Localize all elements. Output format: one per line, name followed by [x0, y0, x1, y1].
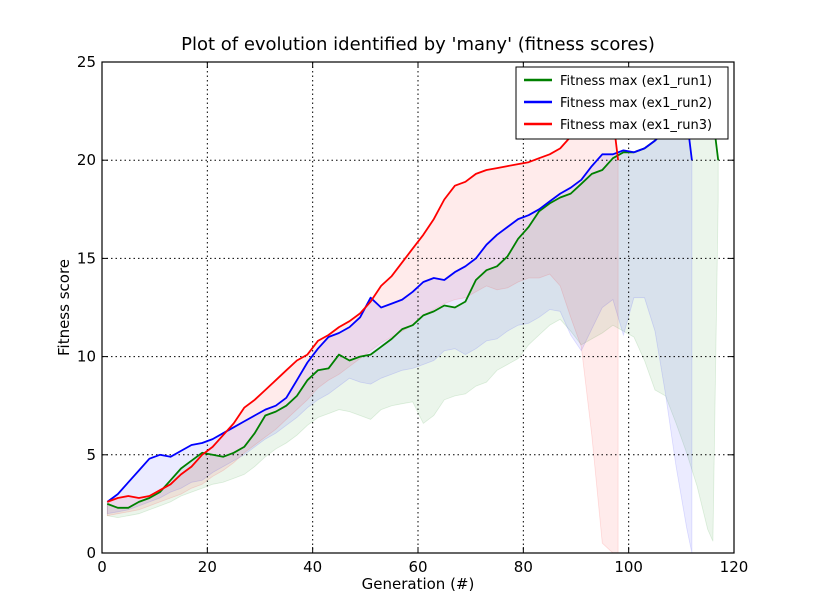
series-lines [106, 112, 720, 509]
y-tick-label: 20 [77, 151, 96, 169]
x-tick-label: 0 [97, 558, 107, 576]
line-series-1 [106, 114, 720, 509]
y-tick-label: 5 [86, 446, 96, 464]
legend-label-2: Fitness max (ex1_run2) [560, 96, 712, 111]
y-tick-label: 0 [86, 544, 96, 562]
chart-title: Plot of evolution identified by 'many' (… [181, 34, 655, 55]
legend: Fitness max (ex1_run1) Fitness max (ex1_r… [515, 66, 729, 140]
x-tick-label: 80 [514, 558, 533, 576]
y-axis-label: Fitness score [55, 259, 73, 356]
grid-lines [102, 62, 734, 553]
x-tick-label: 100 [614, 558, 643, 576]
axis-ticks: 0 20 40 60 80 100 120 0 5 10 15 20 25 [77, 53, 748, 576]
x-tick-label: 40 [303, 558, 322, 576]
confidence-bands [106, 112, 719, 553]
y-tick-label: 25 [77, 53, 96, 71]
x-axis-label: Generation (#) [362, 575, 475, 593]
line-series-2 [106, 116, 693, 503]
legend-label-3: Fitness max (ex1_run3) [560, 118, 712, 133]
x-tick-label: 60 [408, 558, 427, 576]
legend-label-1: Fitness max (ex1_run1) [560, 74, 712, 89]
line-series-3 [106, 112, 619, 503]
y-tick-label: 15 [77, 249, 96, 267]
y-tick-label: 10 [77, 348, 96, 366]
x-tick-label: 120 [720, 558, 749, 576]
x-tick-label: 20 [198, 558, 217, 576]
